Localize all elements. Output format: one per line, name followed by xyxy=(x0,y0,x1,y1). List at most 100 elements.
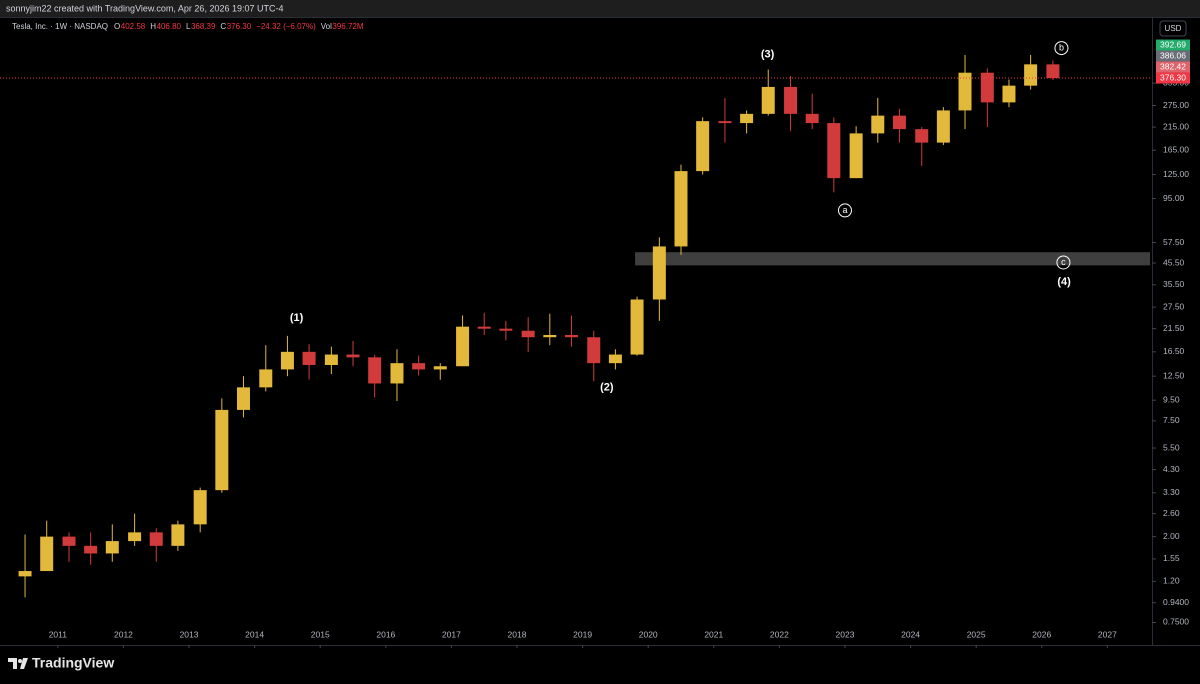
candle-body xyxy=(892,115,906,130)
x-tick-label: 2011 xyxy=(49,629,68,639)
wave-label: c xyxy=(1061,257,1066,267)
candle-body xyxy=(674,171,688,247)
candle-body xyxy=(630,299,644,355)
y-tick-label: 9.50 xyxy=(1163,394,1180,404)
candle-body xyxy=(215,409,229,491)
candle-body xyxy=(652,246,666,300)
y-tick-label: 16.50 xyxy=(1163,346,1185,356)
candle-body xyxy=(587,337,601,364)
x-tick-label: 2014 xyxy=(245,629,264,639)
candle-body xyxy=(84,545,98,554)
candle-body xyxy=(40,536,54,572)
candle-body xyxy=(718,121,732,124)
x-tick-label: 2019 xyxy=(573,629,592,639)
y-tick-label: 165.00 xyxy=(1163,144,1189,154)
y-tick-label: 3.30 xyxy=(1163,487,1180,497)
y-tick-label: 0.9400 xyxy=(1163,597,1189,607)
price-label: 382.42 xyxy=(1160,61,1186,71)
wave-label: (3) xyxy=(761,48,775,60)
x-tick-label: 2021 xyxy=(704,629,723,639)
x-tick-label: 2012 xyxy=(114,629,133,639)
y-tick-label: 0.7500 xyxy=(1163,617,1189,627)
y-tick-label: 21.50 xyxy=(1163,323,1185,333)
candle-body xyxy=(412,363,426,370)
wave-label: (4) xyxy=(1057,276,1071,288)
price-label: 386.06 xyxy=(1160,50,1186,60)
candle-body xyxy=(456,326,470,367)
candle-body xyxy=(980,72,994,103)
price-label: 392.69 xyxy=(1160,39,1186,49)
currency-button[interactable] xyxy=(1159,20,1187,37)
x-tick-label: 2020 xyxy=(639,629,658,639)
price-label-box xyxy=(1156,72,1190,84)
candle-body xyxy=(62,536,76,546)
price-label: 376.30 xyxy=(1160,72,1186,82)
candle-body xyxy=(477,326,491,329)
candle-body xyxy=(171,524,185,546)
legend-value: −24.32 (−6.07%) xyxy=(256,22,316,31)
candle-body xyxy=(390,363,404,384)
candle-body xyxy=(936,110,950,143)
y-tick-label: 215.00 xyxy=(1163,121,1189,131)
legend-key: C xyxy=(220,22,226,31)
y-tick-label: 5.50 xyxy=(1163,442,1180,452)
candle-body xyxy=(805,113,819,124)
candle-body xyxy=(740,113,754,124)
legend-value: 376.30 xyxy=(227,22,252,31)
support-zone xyxy=(635,252,1150,266)
legend-key: Vol xyxy=(321,22,332,31)
y-tick-label: 7.50 xyxy=(1163,415,1180,425)
y-tick-label: 125.00 xyxy=(1163,169,1189,179)
legend-value: 396.72M xyxy=(332,22,363,31)
candle-body xyxy=(302,351,316,365)
price-label-box xyxy=(1156,39,1190,51)
y-tick-label: 1.20 xyxy=(1163,576,1180,586)
x-tick-label: 2013 xyxy=(180,629,199,639)
candle-body xyxy=(521,330,535,338)
logo-dot xyxy=(18,659,22,663)
x-tick-label: 2024 xyxy=(901,629,920,639)
y-tick-label: 4.30 xyxy=(1163,464,1180,474)
x-tick-label: 2016 xyxy=(376,629,395,639)
top-bar xyxy=(0,0,1200,17)
candle-body xyxy=(259,369,273,388)
candle-body xyxy=(871,115,885,134)
candle-body xyxy=(149,532,163,546)
candle-body xyxy=(696,121,710,172)
y-tick-label: 1.55 xyxy=(1163,553,1180,563)
x-tick-label: 2027 xyxy=(1098,629,1117,639)
currency[interactable]: USD xyxy=(1165,24,1182,33)
legend-value: 402.58 xyxy=(121,22,146,31)
x-tick-label: 2025 xyxy=(967,629,986,639)
candle-body xyxy=(1002,85,1016,103)
y-tick-label: 45.50 xyxy=(1163,257,1185,267)
candle-body xyxy=(784,86,798,114)
candle-body xyxy=(128,532,142,542)
logo-mark xyxy=(8,658,17,669)
symbol: Tesla, Inc. · 1W · NASDAQ xyxy=(12,22,108,31)
candle-body xyxy=(324,354,338,365)
x-tick-label: 2023 xyxy=(836,629,855,639)
candle-body xyxy=(849,133,863,179)
candle-body xyxy=(280,351,294,370)
x-tick-label: 2022 xyxy=(770,629,789,639)
candle-body xyxy=(18,571,32,577)
y-tick-label: 12.50 xyxy=(1163,370,1185,380)
brand: TradingView xyxy=(32,655,114,671)
y-tick-label: 2.00 xyxy=(1163,531,1180,541)
brand-logo xyxy=(8,658,28,669)
wave-label: a xyxy=(842,205,847,215)
legend-key: O xyxy=(114,22,120,31)
y-tick-label: 35.50 xyxy=(1163,279,1185,289)
legend-key: H xyxy=(150,22,156,31)
legend-key: L xyxy=(186,22,191,31)
wave-label: (1) xyxy=(290,312,304,324)
y-tick-label: 57.50 xyxy=(1163,237,1185,247)
x-tick-label: 2026 xyxy=(1032,629,1051,639)
candle-body xyxy=(915,129,929,143)
candle-body xyxy=(1046,64,1060,79)
candle-body xyxy=(761,86,775,114)
x-tick-label: 2017 xyxy=(442,629,461,639)
wave-circle xyxy=(1056,255,1071,270)
